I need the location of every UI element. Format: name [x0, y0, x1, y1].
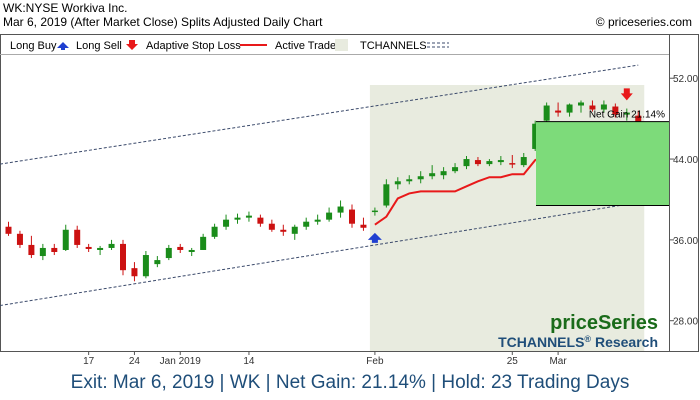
- active-trade-swatch: [335, 39, 348, 51]
- tchannel-lower-line: [0, 202, 639, 307]
- candle-body: [509, 163, 516, 165]
- candle-body: [429, 173, 436, 177]
- candle-body: [520, 157, 527, 166]
- long-buy-arrow-icon: [57, 42, 69, 50]
- buy-signal-arrow: [367, 232, 382, 243]
- candle-body: [280, 229, 287, 232]
- candle-body: [578, 102, 584, 106]
- y-tick-label: 36.00: [673, 236, 698, 247]
- candle-body: [463, 159, 470, 167]
- x-tick-label: 17: [83, 356, 95, 367]
- candle-body: [142, 255, 149, 277]
- long-sell-arrow-icon: [126, 40, 138, 50]
- candle-body: [291, 226, 298, 234]
- candle-body: [188, 249, 195, 252]
- net-gain-box: [536, 121, 669, 206]
- candle-body: [257, 217, 264, 224]
- price-chart: Net Gain 21.14% 28.00 36.00 44.00 52.00 17 24…: [0, 34, 699, 367]
- candle-body: [623, 112, 630, 115]
- candle-body: [16, 233, 23, 245]
- candle-body: [165, 247, 172, 259]
- x-tick-label: Jan 2019: [160, 356, 202, 367]
- legend-tchannels: TCHANNELS: [360, 40, 427, 52]
- legend-long-sell: Long Sell: [76, 40, 122, 52]
- candle-body: [337, 206, 344, 213]
- research-name: TCHANNELS: [498, 334, 584, 350]
- candle-body: [371, 210, 378, 213]
- candle-body: [349, 209, 355, 224]
- candle-body: [211, 226, 218, 237]
- candle-body: [51, 247, 58, 252]
- candle-body: [62, 229, 69, 250]
- candle-body: [108, 243, 115, 248]
- research-mark: ®: [584, 334, 591, 344]
- x-tick-label: 24: [129, 356, 141, 367]
- candle-body: [200, 236, 207, 250]
- candle-body: [497, 160, 504, 163]
- candle-body: [383, 184, 390, 206]
- candle-body: [303, 221, 310, 227]
- candle-body: [39, 247, 46, 257]
- y-tick-label: 44.00: [673, 155, 698, 166]
- candle-body: [120, 243, 126, 271]
- x-tick-label: 14: [243, 356, 255, 367]
- candle-body: [532, 123, 539, 149]
- tchannels-research-label: TCHANNELS® Research: [498, 334, 658, 350]
- copyright-text: © priceseries.com: [595, 15, 692, 29]
- candle-body: [223, 219, 230, 227]
- candle-body: [440, 171, 447, 176]
- legend-long-buy: Long Buy: [10, 40, 57, 52]
- candle-body: [474, 160, 481, 165]
- y-tick-label: 52.00: [673, 74, 698, 85]
- chart-subtitle: Mar 6, 2019 (After Market Close) Splits …: [3, 15, 323, 29]
- sell-signal-arrow: [620, 88, 633, 101]
- trade-summary-footer: Exit: Mar 6, 2019 | WK | Net Gain: 21.14…: [70, 372, 630, 393]
- x-tick-label: 25: [507, 356, 519, 367]
- x-tick-label: Mar: [549, 356, 567, 367]
- candle-body: [566, 104, 573, 113]
- candle-body: [326, 212, 333, 220]
- candle-body: [394, 181, 401, 185]
- candle-body: [314, 219, 321, 222]
- candle-body: [97, 247, 104, 250]
- legend-active-trade: Active Trade: [275, 40, 336, 52]
- candle-body: [268, 223, 275, 230]
- research-suffix: Research: [591, 334, 658, 350]
- candle-body: [154, 260, 161, 265]
- candle-body: [417, 176, 424, 180]
- candle-body: [245, 215, 252, 218]
- legend: Long Buy Long Sell Adaptive Stop Loss Ac…: [10, 39, 449, 52]
- candle-body: [131, 268, 138, 277]
- priceseries-logo: priceSeries: [550, 312, 658, 334]
- candle-body: [85, 246, 92, 249]
- candle-body: [543, 105, 550, 121]
- net-gain-label: Net Gain 21.14%: [589, 110, 665, 121]
- candle-body: [234, 217, 241, 220]
- candle-body: [612, 106, 619, 115]
- candle-body: [589, 105, 596, 110]
- tchannel-upper-line: [0, 64, 639, 165]
- candle-body: [28, 244, 35, 256]
- chart-title: WK:NYSE Workiva Inc.: [3, 1, 128, 15]
- x-tick-label: Feb: [366, 356, 384, 367]
- candle-body: [406, 179, 413, 182]
- candle-body: [74, 229, 81, 245]
- y-tick-label: 28.00: [673, 317, 698, 328]
- candle-body: [486, 161, 493, 165]
- candle-body: [635, 115, 642, 123]
- candle-body: [5, 226, 12, 234]
- candle-body: [600, 104, 607, 110]
- candle-body: [452, 167, 459, 172]
- candle-body: [555, 110, 562, 113]
- legend-adaptive-stop: Adaptive Stop Loss: [146, 40, 241, 52]
- candle-body: [177, 246, 184, 250]
- candle-body: [360, 224, 367, 228]
